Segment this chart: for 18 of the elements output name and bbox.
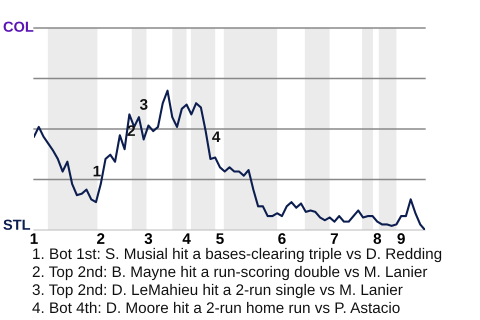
text: 3. Top 2nd: D. LeMahieu hit a 2-run single vs M. Lanier [32,284,403,298]
x-tick-label: 5 [216,233,224,244]
x-tick-label: 1 [30,233,38,244]
text: COL [4,22,34,32]
x-tick-label: 2 [97,233,104,244]
x-tick-label: 6 [278,233,286,244]
x-tick-label: 8 [374,233,382,244]
annotation: 3 [140,99,148,110]
text: 4. Bot 4th: D. Moore hit a 2-run home run vs P. Astacio [32,302,400,314]
x-tick-label: 3 [144,233,152,244]
text: 2. Top 2nd: B. Mayne hit a run-scoring double vs M. Lanier [32,266,428,280]
annotation: 4 [212,131,220,142]
x-tick-label: 7 [330,233,338,244]
text: STL [3,220,30,230]
x-tick-label: 9 [397,233,405,244]
x-tick-label: 4 [182,233,191,244]
text: 1. Bot 1st: S. Musial hit a bases-clearing triple vs D. Redding [33,248,442,262]
annotation: 1 [94,166,101,176]
